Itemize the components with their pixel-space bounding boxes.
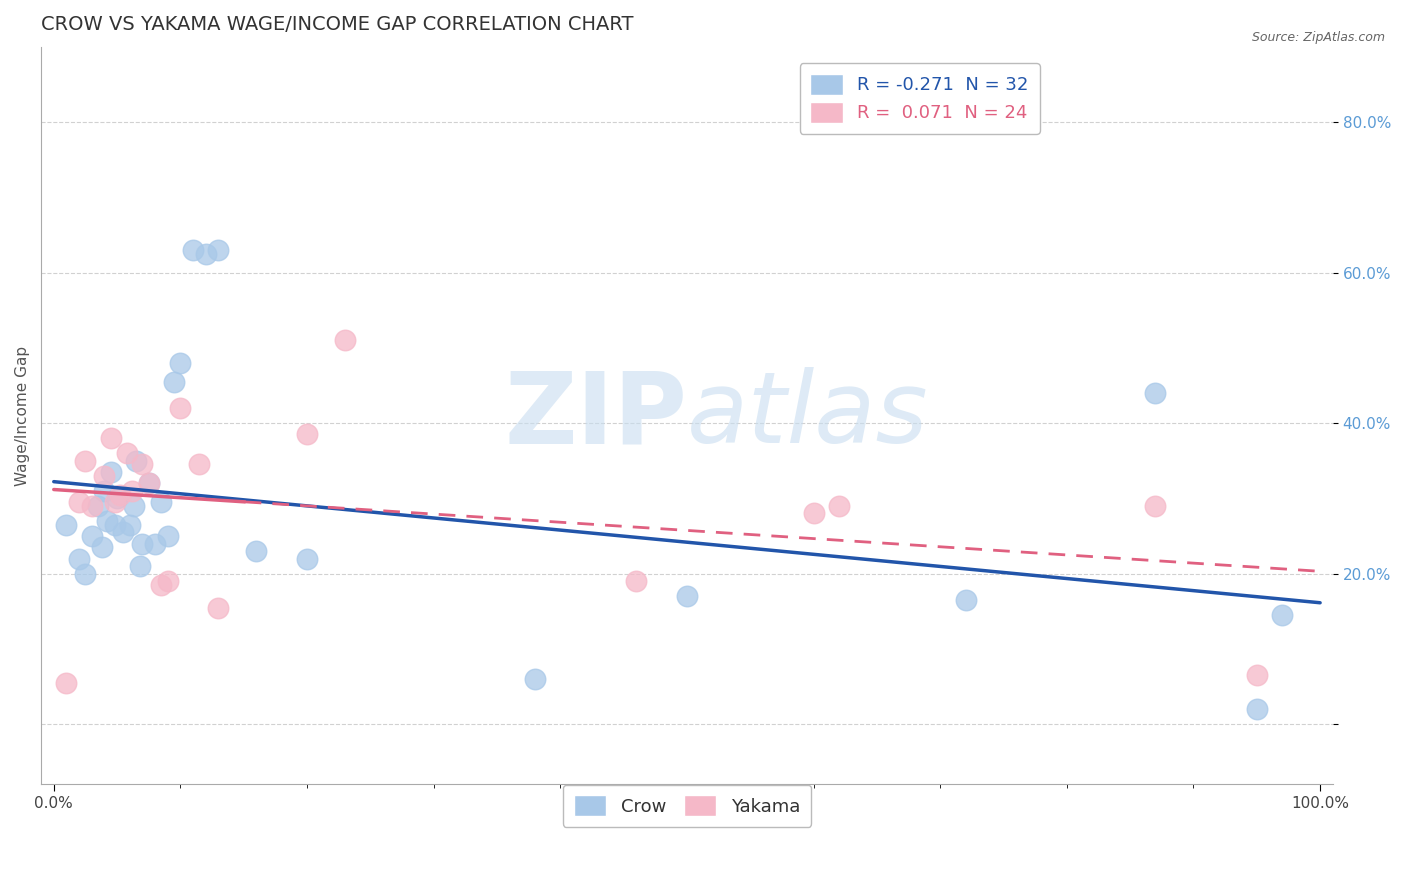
Point — [524, 672, 547, 686]
Point — [188, 458, 211, 472]
Point — [1271, 608, 1294, 623]
Text: Source: ZipAtlas.com: Source: ZipAtlas.com — [1251, 31, 1385, 45]
Point — [90, 541, 112, 555]
Point — [103, 495, 125, 509]
Point — [131, 536, 153, 550]
Point — [207, 243, 229, 257]
Point — [955, 593, 977, 607]
Point — [100, 431, 122, 445]
Point — [105, 491, 128, 506]
Point — [125, 453, 148, 467]
Point — [295, 551, 318, 566]
Point — [115, 446, 138, 460]
Point — [1144, 499, 1167, 513]
Point — [207, 600, 229, 615]
Text: CROW VS YAKAMA WAGE/INCOME GAP CORRELATION CHART: CROW VS YAKAMA WAGE/INCOME GAP CORRELATI… — [41, 15, 634, 34]
Point — [1144, 386, 1167, 401]
Point — [138, 476, 160, 491]
Text: atlas: atlas — [688, 367, 928, 464]
Point — [121, 483, 143, 498]
Point — [67, 551, 90, 566]
Point — [138, 476, 160, 491]
Point — [194, 246, 217, 260]
Point — [1246, 668, 1268, 682]
Point — [150, 578, 173, 592]
Point — [1246, 702, 1268, 716]
Point — [143, 536, 166, 550]
Point — [150, 495, 173, 509]
Text: ZIP: ZIP — [505, 367, 688, 464]
Point — [118, 517, 141, 532]
Point — [245, 544, 267, 558]
Point — [67, 495, 90, 509]
Point — [80, 529, 103, 543]
Point — [626, 574, 648, 589]
Point — [131, 458, 153, 472]
Point — [75, 453, 97, 467]
Point — [93, 468, 115, 483]
Point — [103, 517, 125, 532]
Point — [112, 525, 135, 540]
Y-axis label: Wage/Income Gap: Wage/Income Gap — [15, 345, 30, 485]
Point — [122, 499, 145, 513]
Point — [676, 589, 699, 603]
Point — [128, 559, 150, 574]
Point — [100, 465, 122, 479]
Point — [55, 517, 77, 532]
Point — [163, 375, 186, 389]
Point — [80, 499, 103, 513]
Point — [87, 499, 110, 513]
Point — [93, 483, 115, 498]
Legend: Crow, Yakama: Crow, Yakama — [562, 785, 811, 827]
Point — [828, 499, 851, 513]
Point — [295, 427, 318, 442]
Point — [55, 675, 77, 690]
Point — [96, 514, 118, 528]
Point — [156, 529, 179, 543]
Point — [169, 401, 191, 415]
Point — [803, 507, 825, 521]
Point — [156, 574, 179, 589]
Point — [181, 243, 204, 257]
Point — [108, 487, 131, 501]
Point — [75, 566, 97, 581]
Point — [333, 333, 356, 347]
Point — [169, 356, 191, 370]
